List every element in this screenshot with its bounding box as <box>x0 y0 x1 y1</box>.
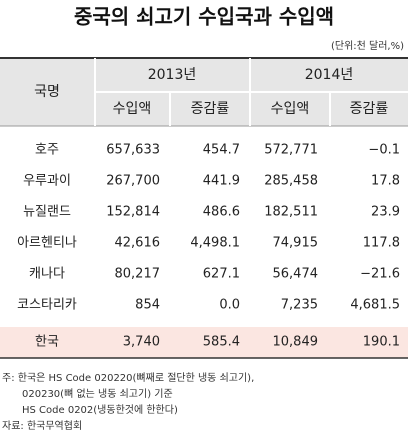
value-cell: 3,740 <box>123 335 160 350</box>
value-cell: 486.6 <box>203 205 240 220</box>
header-cell: 국명 <box>34 84 60 100</box>
country-cell: 코스타리카 <box>17 298 77 313</box>
header-cell: 2013년 <box>148 67 197 83</box>
value-cell: 7,235 <box>281 298 318 313</box>
footnote: 020230(뼈 없는 냉동 쇠고기) 기준 <box>22 387 173 400</box>
value-cell: 267,700 <box>106 174 160 189</box>
value-cell: 4,498.1 <box>190 236 240 251</box>
value-cell: 117.8 <box>363 236 400 251</box>
value-cell: 56,474 <box>273 267 319 282</box>
footnote: 주: 한국은 HS Code 020220(뼈째로 절단한 냉동 쇠고기), <box>2 371 254 384</box>
value-cell: 80,217 <box>115 267 161 282</box>
value-cell: 627.1 <box>203 267 240 282</box>
value-cell: 854 <box>135 298 160 313</box>
country-cell: 호주 <box>35 143 59 158</box>
value-cell: 10,849 <box>273 335 319 350</box>
country-cell: 뉴질랜드 <box>23 205 71 220</box>
footnote: 자료: 한국무역협회 <box>2 419 82 432</box>
unit-note: (단위:천 달러,%) <box>331 39 404 52</box>
value-cell: 572,771 <box>264 143 318 158</box>
value-cell: 285,458 <box>264 174 318 189</box>
value-cell: 74,915 <box>273 236 319 251</box>
highlight-row <box>0 327 408 358</box>
value-cell: 182,511 <box>264 205 318 220</box>
header-cell: 증감률 <box>350 101 389 117</box>
footnote: HS Code 0202(냉동한것에 한한다) <box>22 404 178 416</box>
country-cell: 아르헨티나 <box>17 236 77 251</box>
title: 중국의 쇠고기 수입국과 수입액 <box>74 5 334 29</box>
value-cell: −0.1 <box>368 143 400 158</box>
value-cell: −21.6 <box>360 267 400 282</box>
value-cell: 441.9 <box>203 174 240 189</box>
value-cell: 190.1 <box>363 335 400 350</box>
country-cell: 우루과이 <box>23 174 71 189</box>
header-cell: 2014년 <box>305 67 354 83</box>
value-cell: 585.4 <box>203 335 240 350</box>
header-cell: 수입액 <box>271 101 310 117</box>
value-cell: 4,681.5 <box>350 298 400 313</box>
value-cell: 454.7 <box>203 143 240 158</box>
value-cell: 42,616 <box>115 236 161 251</box>
value-cell: 17.8 <box>371 174 400 189</box>
table-body: 호주 657,633 454.7 572,771 −0.1 우루과이 267,700 441.… <box>17 143 400 350</box>
header-cell: 증감률 <box>191 101 230 117</box>
header-cell: 수입액 <box>113 101 152 117</box>
value-cell: 657,633 <box>106 143 160 158</box>
value-cell: 152,814 <box>106 205 160 220</box>
country-cell: 한국 <box>35 335 59 350</box>
country-cell: 캐나다 <box>29 267 65 282</box>
value-cell: 0.0 <box>219 298 240 313</box>
value-cell: 23.9 <box>371 205 400 220</box>
